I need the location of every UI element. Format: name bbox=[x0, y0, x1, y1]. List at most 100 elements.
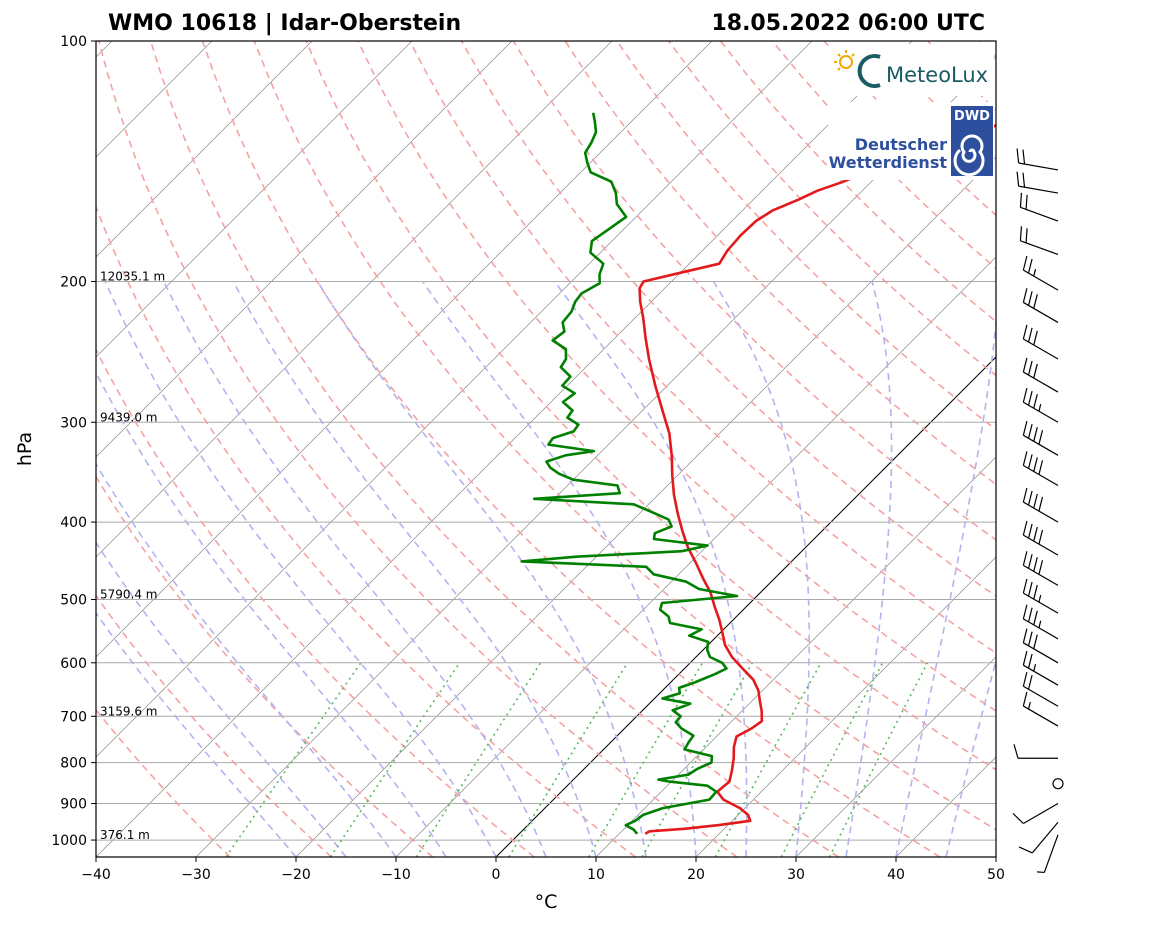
barb-flag bbox=[1033, 363, 1038, 379]
mixing-ratio-line bbox=[714, 662, 822, 857]
x-tick-label: 0 bbox=[492, 867, 501, 883]
barb-flag bbox=[1033, 634, 1038, 649]
chart-datetime: 18.05.2022 06:00 UTC bbox=[711, 11, 985, 36]
barb-flag bbox=[1022, 671, 1028, 687]
isotherm bbox=[96, 41, 713, 658]
barb-flag bbox=[1022, 451, 1028, 466]
moist-adiabat bbox=[895, 315, 996, 857]
wind-barb bbox=[1022, 691, 1059, 727]
barb-flag bbox=[1033, 584, 1038, 600]
height-labels: 12035.1 m 9439.0 m 5790.4 m 3159.6 m 376.1 m bbox=[100, 270, 165, 843]
wind-barb bbox=[1022, 387, 1059, 423]
moist-adiabat bbox=[316, 281, 647, 857]
wind-barb bbox=[1019, 192, 1059, 222]
x-tick-label: −20 bbox=[281, 867, 311, 883]
barb-staff bbox=[1020, 240, 1059, 256]
y-axis-label: hPa bbox=[14, 432, 36, 466]
y-tick-label: 800 bbox=[60, 756, 87, 772]
barb-flag bbox=[1018, 846, 1033, 854]
barb-flag bbox=[1016, 171, 1020, 187]
barb-flag bbox=[1038, 430, 1044, 445]
isotherm bbox=[0, 41, 12, 857]
dry-adiabat bbox=[408, 41, 996, 654]
mixing-ratio-line bbox=[225, 662, 362, 857]
barb-staff bbox=[1023, 338, 1059, 360]
barb-staff bbox=[1023, 642, 1059, 664]
barb-flag bbox=[1033, 493, 1038, 509]
height-label: 5790.4 m bbox=[100, 588, 158, 602]
barb-flag bbox=[1027, 523, 1033, 539]
barb-flag bbox=[1027, 424, 1033, 439]
wind-barb bbox=[1022, 551, 1059, 586]
barb-half-flag bbox=[1038, 404, 1042, 412]
barb-flag bbox=[1033, 427, 1038, 442]
barb-flag bbox=[1027, 581, 1033, 597]
dwd-line1: Deutscher bbox=[855, 135, 947, 154]
barb-flag bbox=[1022, 421, 1028, 436]
calm-wind-barb bbox=[1052, 778, 1064, 790]
barb-flag bbox=[1022, 288, 1028, 303]
x-tick-label: 40 bbox=[887, 867, 905, 883]
barb-flag bbox=[1022, 650, 1028, 666]
barb-flag bbox=[1033, 610, 1038, 625]
dwd-line2: Wetterdienst bbox=[829, 153, 948, 172]
barb-staff bbox=[1018, 185, 1059, 194]
meteolux-swoosh-icon bbox=[857, 54, 881, 88]
isotherm bbox=[395, 256, 996, 857]
wind-barb bbox=[1022, 255, 1059, 291]
isotherm bbox=[595, 456, 996, 857]
x-tick-label: −10 bbox=[381, 867, 411, 883]
barb-flag bbox=[1022, 520, 1028, 536]
barb-half-flag bbox=[1037, 871, 1045, 874]
barb-staff bbox=[1020, 206, 1059, 222]
barb-flag bbox=[1022, 551, 1028, 566]
barb-flag bbox=[1013, 744, 1019, 759]
wind-barb bbox=[1022, 421, 1059, 456]
wind-barb bbox=[1022, 604, 1059, 640]
dry-adiabat bbox=[305, 41, 996, 771]
barb-staff bbox=[1023, 434, 1059, 456]
dry-adiabat bbox=[616, 41, 996, 431]
barb-flag bbox=[1016, 148, 1020, 164]
temperature-line bbox=[638, 123, 996, 835]
barb-flag bbox=[1022, 604, 1028, 619]
barb-staff bbox=[1043, 834, 1059, 873]
dry-adiabat bbox=[1031, 41, 1160, 857]
barb-flag bbox=[1022, 691, 1028, 707]
sun-icon bbox=[834, 50, 855, 71]
wind-barb bbox=[1022, 451, 1059, 487]
mixing-ratio-line bbox=[415, 662, 542, 857]
y-tick-label: 1000 bbox=[51, 833, 87, 849]
dewpoint-line bbox=[520, 112, 739, 835]
isotherm bbox=[795, 656, 996, 857]
barb-staff bbox=[1023, 664, 1059, 686]
wind-barb bbox=[1037, 834, 1059, 874]
wind-barb bbox=[1022, 487, 1059, 523]
barb-staff bbox=[1023, 501, 1059, 523]
isotherm bbox=[96, 41, 413, 358]
spiral-icon bbox=[953, 134, 985, 177]
moist-adiabat bbox=[96, 611, 297, 857]
height-label: 376.1 m bbox=[100, 828, 150, 842]
y-tick-label: 100 bbox=[60, 34, 87, 50]
x-tick-label: −40 bbox=[81, 867, 111, 883]
moist-adiabat bbox=[945, 657, 996, 857]
barb-flag bbox=[1027, 454, 1033, 469]
height-label: 12035.1 m bbox=[100, 270, 165, 284]
moist-adiabat bbox=[422, 281, 697, 857]
barb-flag bbox=[1019, 226, 1023, 241]
wind-barb bbox=[1013, 744, 1058, 759]
barb-flag bbox=[1038, 529, 1044, 545]
dry-adiabat bbox=[978, 41, 996, 59]
barb-staff bbox=[1023, 618, 1059, 640]
moist-adiabat bbox=[96, 462, 397, 857]
barb-flag bbox=[1022, 357, 1028, 373]
isotherm bbox=[1096, 41, 1160, 857]
barb-staff bbox=[1018, 162, 1059, 171]
barb-flag bbox=[1033, 294, 1038, 309]
height-label: 3159.6 m bbox=[100, 704, 158, 718]
x-axis-label: °C bbox=[535, 891, 558, 913]
barb-staff bbox=[1023, 564, 1059, 586]
wind-barb bbox=[1012, 802, 1059, 825]
